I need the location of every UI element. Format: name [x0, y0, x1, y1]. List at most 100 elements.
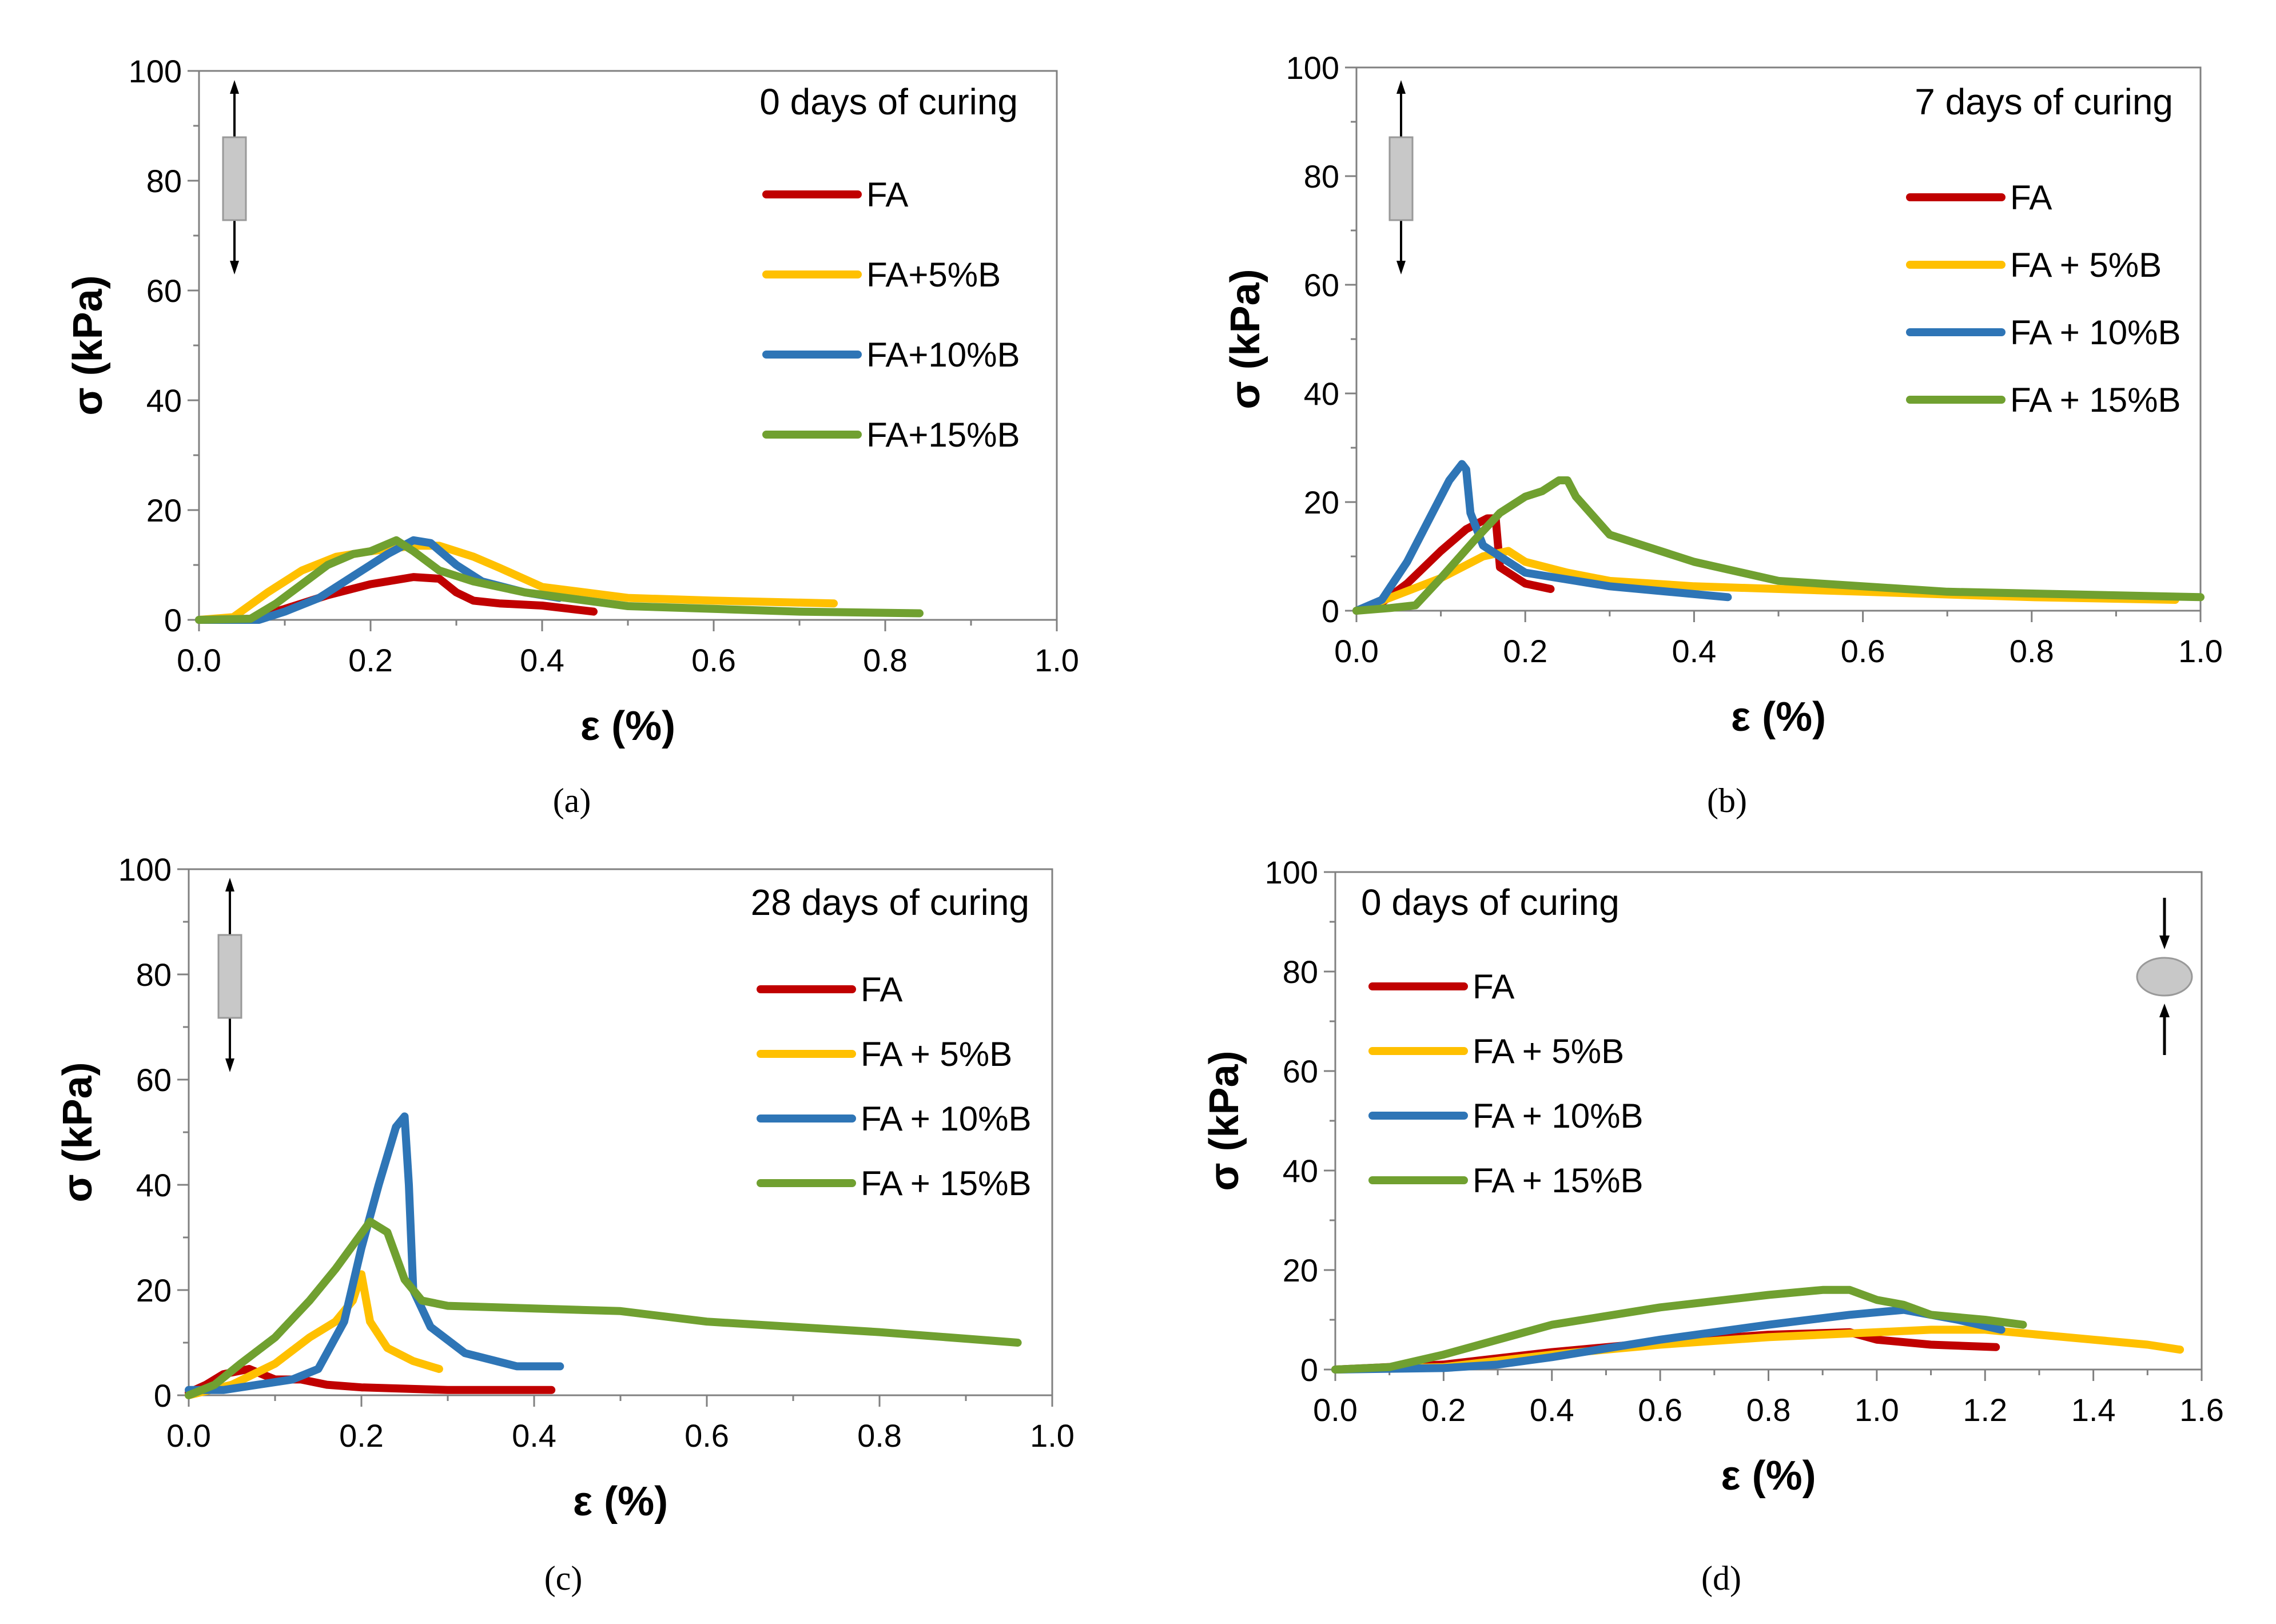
y-tick-label: 80: [146, 163, 182, 199]
series-line-fa15: [185, 1217, 1022, 1399]
chart-title: 7 days of curing: [1915, 81, 2173, 122]
legend-label: FA: [866, 176, 908, 214]
x-tick-label: 1.6: [2179, 1392, 2224, 1428]
x-tick-label: 1.0: [2178, 633, 2223, 669]
chart-title: 0 days of curing: [1361, 882, 1620, 923]
y-axis-label: σ (kPa): [1223, 269, 1268, 409]
x-tick-label: 0.6: [685, 1418, 729, 1454]
y-tick-label: 40: [1304, 376, 1339, 412]
x-tick-label: 0.6: [1638, 1392, 1682, 1428]
arrow-up-head: [225, 878, 234, 891]
panel-caption: (d): [1701, 1559, 1741, 1597]
x-tick-label: 0.4: [1672, 633, 1716, 669]
legend-label: FA + 10%B: [861, 1100, 1032, 1138]
x-tick-label: 0.6: [691, 642, 736, 678]
y-tick-label: 80: [1283, 954, 1318, 990]
y-tick-label: 40: [146, 383, 182, 419]
y-tick-label: 20: [1304, 484, 1339, 520]
x-tick-label: 0.0: [1334, 633, 1379, 669]
tension-bar-icon: [1388, 80, 1414, 274]
specimen-bar: [222, 136, 247, 221]
x-axis-label: ε (%): [573, 1479, 668, 1525]
x-axis-label: ε (%): [1731, 694, 1826, 740]
tension-bar-icon: [217, 878, 242, 1072]
compression-disc-icon: [2136, 898, 2193, 1055]
y-tick-label: 20: [1283, 1252, 1318, 1288]
x-tick-label: 0.2: [1503, 633, 1547, 669]
chart-panel-d: 0 20 40 60 80 100 0.0 0.2 0.4 0.6 0.8 1.0 1.2 1.4 1.6 ε…: [1201, 854, 2224, 1597]
chart-panel-a: 0 20 40 60 80 100 0.0 0.2 0.4 0.6 0.8 1.0 ε (%) σ (kP…: [65, 53, 1079, 819]
tension-bar-icon: [222, 80, 247, 274]
x-tick-label: 1.0: [1034, 642, 1079, 678]
x-tick-label: 0.8: [863, 642, 908, 678]
panel-caption: (a): [553, 782, 591, 819]
arrow-down-head: [225, 1058, 234, 1072]
x-tick-label: 0.4: [520, 642, 564, 678]
x-axis-label: ε (%): [580, 703, 675, 749]
x-axis-label: ε (%): [1721, 1453, 1816, 1499]
chart-panel-b: 0 20 40 60 80 100 0.0 0.2 0.4 0.6 0.8 1.0 ε (%) σ (kP…: [1223, 50, 2223, 819]
x-tick-label: 0.4: [1530, 1392, 1574, 1428]
legend-label: FA + 10%B: [2010, 313, 2181, 352]
specimen-disc: [2136, 957, 2193, 997]
y-axis-label: σ (kPa): [1201, 1050, 1247, 1191]
panel-caption: (b): [1707, 782, 1747, 819]
y-tick-label: 60: [1304, 267, 1339, 303]
y-tick-label: 60: [1283, 1053, 1318, 1089]
y-tick-label: 100: [118, 851, 172, 887]
x-tick-label: 1.0: [1030, 1418, 1075, 1454]
legend-label: FA+15%B: [866, 416, 1020, 454]
x-tick-label: 1.4: [2071, 1392, 2116, 1428]
arrow-up-head: [1396, 80, 1406, 94]
legend-label: FA: [861, 970, 902, 1009]
legend-label: FA + 5%B: [861, 1035, 1012, 1073]
legend-label: FA + 15%B: [1473, 1161, 1644, 1200]
legend-label: FA: [1473, 968, 1514, 1006]
y-tick-label: 20: [146, 492, 182, 528]
specimen-bar: [1388, 136, 1414, 221]
y-tick-label: 40: [136, 1167, 172, 1203]
chart-panel-c: 0 20 40 60 80 100 0.0 0.2 0.4 0.6 0.8 1.0 ε (%) σ (kP…: [55, 851, 1075, 1597]
y-tick-label: 60: [146, 273, 182, 309]
x-tick-label: 0.2: [339, 1418, 384, 1454]
series-line-fa15: [1352, 476, 2205, 615]
series-line-fa15: [1331, 1285, 2027, 1374]
y-tick-label: 80: [136, 957, 172, 993]
y-tick-label: 40: [1283, 1153, 1318, 1189]
y-tick-label: 0: [1322, 593, 1339, 629]
legend-label: FA + 15%B: [2010, 381, 2181, 419]
x-tick-label: 0.2: [1421, 1392, 1466, 1428]
y-tick-label: 100: [1286, 50, 1339, 86]
panel-caption: (c): [544, 1559, 583, 1597]
series-line-fa10: [1352, 460, 1732, 615]
chart-title: 28 days of curing: [751, 882, 1029, 923]
legend-label: FA: [2010, 178, 2052, 217]
x-tick-label: 0.0: [177, 642, 221, 678]
x-tick-label: 0.0: [1313, 1392, 1358, 1428]
y-tick-label: 60: [136, 1062, 172, 1098]
legend-label: FA + 15%B: [861, 1164, 1032, 1203]
x-tick-label: 0.8: [857, 1418, 902, 1454]
arrow-down-head: [2159, 936, 2170, 949]
x-tick-label: 0.8: [1746, 1392, 1791, 1428]
y-tick-label: 20: [136, 1272, 172, 1308]
y-tick-label: 100: [1265, 854, 1318, 890]
chart-title: 0 days of curing: [759, 81, 1018, 122]
legend-label: FA + 10%B: [1473, 1097, 1644, 1135]
y-axis-label: σ (kPa): [55, 1062, 101, 1202]
series-line-fa10: [185, 1112, 564, 1394]
arrow-up-head: [2159, 1004, 2170, 1017]
x-tick-label: 1.0: [1855, 1392, 1899, 1428]
arrow-down-head: [230, 261, 239, 274]
x-tick-label: 0.2: [348, 642, 393, 678]
y-tick-label: 0: [1300, 1352, 1318, 1388]
y-axis-label: σ (kPa): [65, 275, 111, 415]
y-tick-label: 80: [1304, 158, 1339, 194]
arrow-down-head: [1396, 261, 1406, 274]
x-tick-label: 0.6: [1841, 633, 1885, 669]
legend-label: FA + 5%B: [1473, 1032, 1624, 1070]
legend-label: FA + 5%B: [2010, 246, 2162, 284]
y-tick-label: 0: [154, 1378, 172, 1414]
x-tick-label: 0.4: [512, 1418, 556, 1454]
